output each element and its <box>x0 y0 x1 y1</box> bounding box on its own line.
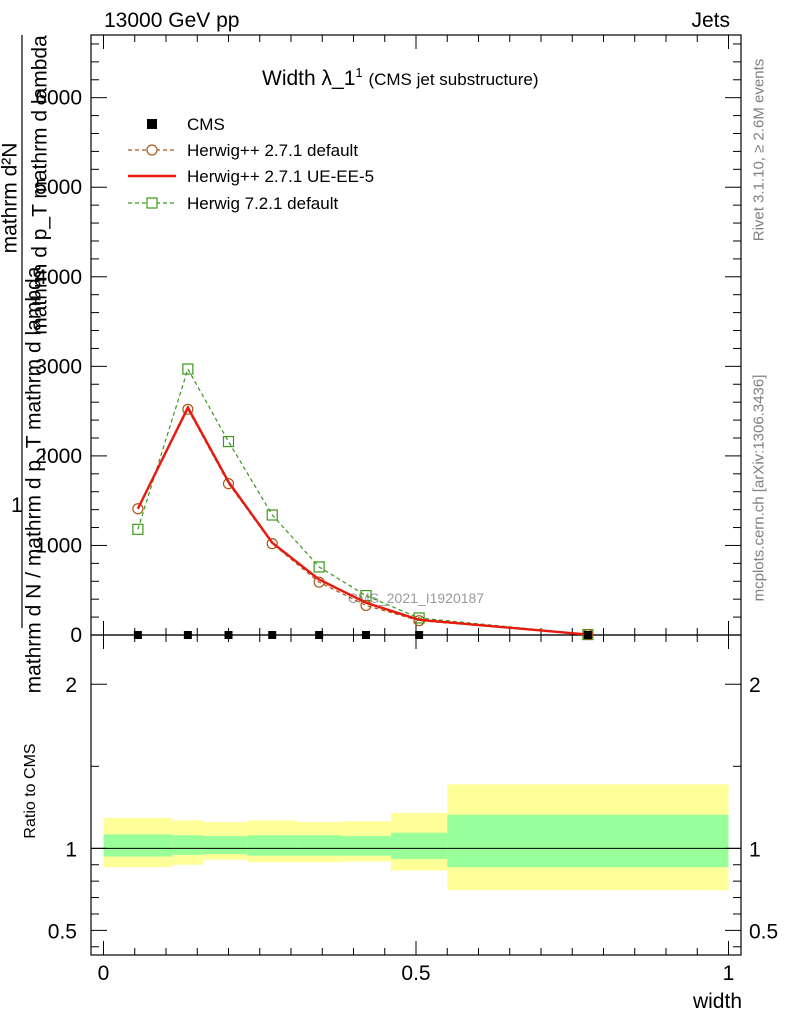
ratio-xlabel: width <box>692 990 742 1013</box>
herwig7-point <box>222 435 235 448</box>
legend-cms-marker <box>147 119 157 129</box>
chart-title-main: Width λ_1 <box>262 67 356 90</box>
ratio-band-stat <box>103 834 173 857</box>
series-line-herwigpp-ue-ee-5 <box>136 404 588 636</box>
cms-point <box>415 631 424 639</box>
herwigpp-default-point <box>266 538 278 550</box>
ylabel-fraction-numer: 1 <box>11 494 23 517</box>
ratio-ytick-label: 0.5 <box>48 920 77 943</box>
main-ytick-label: 2000 <box>35 445 82 468</box>
ratio-band-stat <box>391 832 448 859</box>
mcplots-label: mcplots.cern.ch [arXiv:1306.3436] <box>750 374 768 602</box>
main-ytick-label: 3000 <box>35 355 82 378</box>
ratio-band-stat <box>203 836 248 855</box>
cms-point <box>183 631 192 639</box>
cms-point <box>315 631 324 639</box>
ratio-ytick-label: 1 <box>65 838 77 861</box>
ratio-band-stat <box>341 836 391 856</box>
cms-point <box>268 631 277 639</box>
ylabel-numer-top: mathrm d²N <box>0 142 22 254</box>
cms-point <box>133 631 142 639</box>
ratio-ytick-label-right: 2 <box>749 674 761 697</box>
main-ytick-label: 1000 <box>35 534 82 557</box>
cms-point <box>583 631 592 639</box>
herwigpp-default-point <box>182 403 194 415</box>
legend-herwigpp-default-marker <box>146 144 158 156</box>
herwig7-point <box>266 509 278 521</box>
series-line-herwig7 <box>137 367 588 636</box>
main-ytick-label: 0 <box>70 624 82 647</box>
main-ytick-label: 5000 <box>35 176 82 199</box>
legend-herwig7-marker <box>146 197 158 209</box>
legend-herwig7-label: Herwig 7.2.1 default <box>187 194 338 213</box>
legend-herwigpp-ue-ee-5-label: Herwig++ 2.7.1 UE-EE-5 <box>187 167 374 186</box>
ratio-ytick-label-right: 0.5 <box>749 920 778 943</box>
herwigpp-default-point <box>132 503 144 515</box>
header-right: Jets <box>691 9 730 32</box>
rivet-label: Rivet 3.1.10, ≥ 2.6M events <box>750 58 768 242</box>
herwig7-point <box>182 363 194 375</box>
ratio-ylabel: Ratio to CMS <box>22 743 39 839</box>
chart-title-paren: (CMS jet substructure) <box>368 70 539 89</box>
main-ytick-label: 4000 <box>35 266 82 289</box>
legend-herwigpp-default-label: Herwig++ 2.7.1 default <box>187 141 358 160</box>
ratio-ytick-label-right: 1 <box>749 838 761 861</box>
herwig7-point <box>313 561 325 573</box>
legend-cms-label: CMS <box>187 115 225 134</box>
main-ytick-label: 6000 <box>35 87 82 110</box>
ratio-band-stat <box>172 835 204 855</box>
header-left: 13000 GeV pp <box>104 9 240 32</box>
ratio-band-stat <box>247 835 298 856</box>
ratio-xtick-label: 0.5 <box>401 962 430 985</box>
herwig7-point <box>132 523 144 535</box>
ylabel-denom: mathrm d N / mathrm d p_T mathrm d lambd… <box>22 266 46 694</box>
cms-point <box>362 631 370 639</box>
ratio-band-stat <box>447 814 729 868</box>
ratio-band-stat <box>297 835 341 856</box>
chart-title: Width λ_11 (CMS jet substructure) <box>262 66 539 89</box>
herwigpp-default-point <box>222 478 235 490</box>
cms-point <box>224 631 233 639</box>
ratio-xtick-label: 1 <box>723 962 735 985</box>
chart-title-sup: 1 <box>355 65 363 80</box>
ratio-ytick-label: 2 <box>65 674 77 697</box>
ratio-xtick-label: 0 <box>98 962 110 985</box>
